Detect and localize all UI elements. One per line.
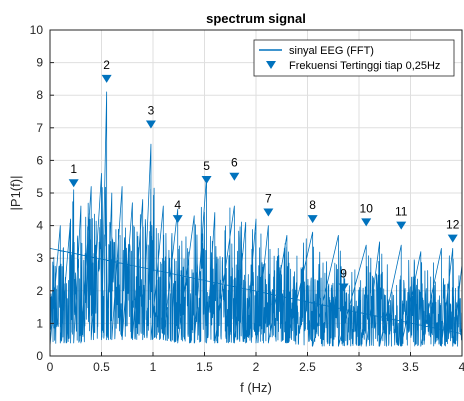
peak-label: 6 (231, 156, 238, 170)
peak-marker (307, 215, 318, 224)
x-tick-label: 1.5 (196, 360, 213, 374)
legend-entry-signal: sinyal EEG (FFT) (289, 45, 374, 57)
legend-entry-markers: Frekuensi Tertinggi tiap 0,25Hz (289, 60, 440, 72)
x-tick-label: 4 (459, 360, 464, 374)
y-tick-label: 6 (36, 153, 43, 167)
peak-marker (396, 221, 407, 230)
peak-marker (229, 172, 240, 181)
peak-label: 9 (340, 267, 347, 281)
peak-marker (101, 74, 112, 83)
y-tick-label: 0 (36, 349, 43, 363)
x-tick-label: 3 (356, 360, 363, 374)
legend-box (253, 39, 455, 77)
y-tick-label: 5 (36, 186, 43, 200)
y-tick-label: 8 (36, 88, 43, 102)
y-tick-label: 2 (36, 284, 43, 298)
y-tick-label: 7 (36, 121, 43, 135)
peak-label: 3 (148, 104, 155, 118)
y-tick-label: 10 (30, 23, 44, 37)
peak-label: 12 (446, 218, 460, 232)
peak-label: 11 (395, 205, 408, 219)
peak-marker (447, 234, 458, 243)
peak-label: 8 (309, 198, 316, 212)
chart-title: spectrum signal (206, 11, 306, 26)
peak-marker (201, 175, 212, 184)
x-axis-label: f (Hz) (240, 380, 272, 395)
x-tick-label: 2 (253, 360, 260, 374)
y-tick-label: 3 (36, 251, 43, 265)
x-tick-label: 3.5 (402, 360, 419, 374)
x-tick-label: 0 (47, 360, 54, 374)
x-tick-label: 1 (150, 360, 157, 374)
legend: sinyal EEG (FFT) Frekuensi Tertinggi tia… (253, 39, 455, 77)
peak-label: 2 (103, 58, 110, 72)
peak-label: 7 (265, 192, 272, 206)
y-tick-label: 9 (36, 56, 43, 70)
legend-marker-swatch (266, 61, 276, 69)
y-tick-label: 1 (36, 316, 43, 330)
peak-label: 5 (203, 159, 210, 173)
peak-marker (145, 120, 156, 129)
y-axis-label: |P1(f)| (8, 176, 23, 211)
peak-label: 1 (70, 162, 77, 176)
peak-marker (68, 179, 79, 188)
peak-label: 10 (360, 201, 374, 215)
peak-marker (338, 283, 349, 292)
signal-line (49, 91, 463, 347)
peak-marker (361, 218, 372, 227)
peak-label: 4 (174, 198, 181, 212)
y-tick-label: 4 (36, 219, 43, 233)
peak-marker (172, 215, 183, 224)
signal-series (49, 91, 463, 347)
x-tick-label: 2.5 (299, 360, 316, 374)
peak-marker (263, 208, 274, 217)
x-tick-label: 0.5 (93, 360, 110, 374)
